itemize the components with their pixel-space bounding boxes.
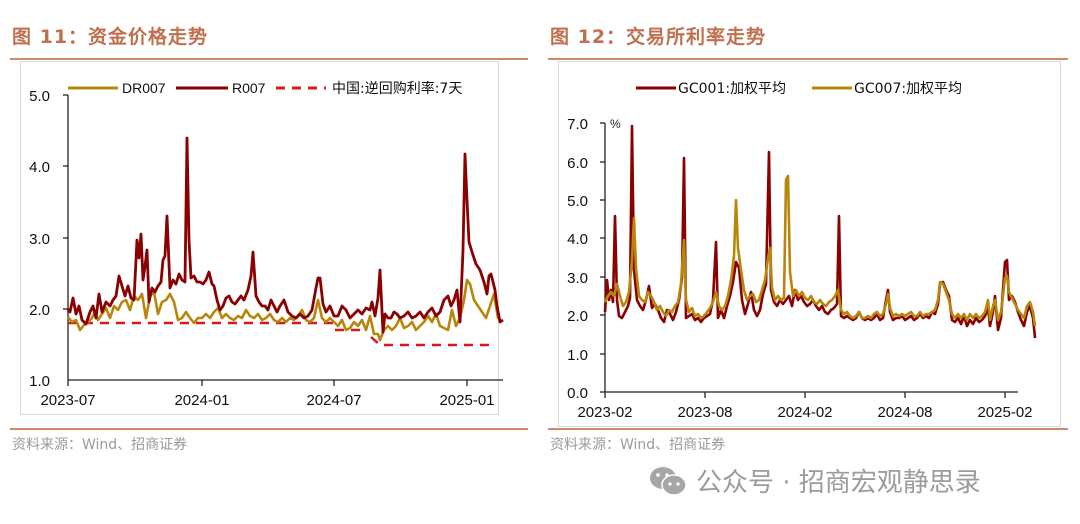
legend-r007: R007	[232, 80, 266, 96]
y-axis-unit: %	[610, 117, 621, 131]
series-gc001	[603, 124, 1037, 339]
axes-11	[63, 94, 503, 386]
series-dr007	[66, 278, 503, 342]
title-rule-12	[548, 58, 1068, 60]
svg-text:1.0: 1.0	[29, 373, 50, 390]
svg-text:2.0: 2.0	[567, 308, 588, 325]
wechat-icon	[650, 466, 687, 496]
x-tick-labels-11: 2023-07 2024-01 2024-07 2025-01	[40, 392, 494, 409]
source-note-12: 资料来源：Wind、招商证券	[550, 437, 726, 453]
svg-text:0.0: 0.0	[567, 385, 588, 402]
figure-12-title: 图 12：交易所利率走势	[550, 26, 767, 48]
series-r007	[66, 136, 504, 334]
source-rule-11	[10, 428, 528, 430]
svg-text:2024-07: 2024-07	[306, 392, 361, 409]
legend-12: GC001:加权平均 GC007:加权平均	[636, 81, 962, 97]
legend-dr007: DR007	[122, 80, 166, 96]
svg-text:2024-02: 2024-02	[777, 404, 832, 421]
x-tick-labels-12: 2023-02 2023-08 2024-02 2024-08 2025-02	[577, 404, 1032, 421]
y-tick-labels-12: 7.0 6.0 5.0 4.0 3.0 2.0 1.0 0.0	[567, 116, 588, 402]
chart-panel-11	[20, 61, 499, 415]
axes-12	[600, 122, 1018, 398]
svg-text:5.0: 5.0	[567, 193, 588, 210]
svg-text:4.0: 4.0	[567, 231, 588, 248]
legend-reverse-repo: 中国:逆回购利率:7天	[332, 80, 462, 97]
watermark-text: 公众号 · 招商宏观静思录	[696, 468, 981, 498]
svg-text:2023-02: 2023-02	[577, 404, 632, 421]
svg-text:3.0: 3.0	[567, 270, 588, 287]
svg-text:7.0: 7.0	[567, 116, 588, 133]
title-rule	[10, 58, 528, 60]
legend-gc007: GC007:加权平均	[854, 81, 962, 97]
svg-text:2024-01: 2024-01	[174, 392, 229, 409]
source-note-11: 资料来源：Wind、招商证券	[12, 437, 188, 453]
svg-text:1.0: 1.0	[567, 347, 588, 364]
y-tick-labels-11: 5.0 4.0 3.0 2.0 1.0	[29, 88, 50, 390]
svg-text:2025-01: 2025-01	[439, 392, 494, 409]
watermark: 公众号 · 招商宏观静思录	[648, 462, 981, 499]
svg-text:2023-08: 2023-08	[677, 404, 732, 421]
svg-text:2023-07: 2023-07	[40, 392, 95, 409]
figure-11-title: 图 11：资金价格走势	[12, 26, 209, 48]
series-gc007	[603, 174, 1037, 327]
series-reverse-repo	[68, 321, 495, 347]
svg-text:2024-08: 2024-08	[877, 404, 932, 421]
source-rule-12	[548, 428, 1068, 430]
svg-text:6.0: 6.0	[567, 155, 588, 172]
chart-11: DR007 R007 中国:逆回购利率:7天 5.0 4.0 3.0 2.0 1…	[29, 80, 504, 409]
svg-text:4.0: 4.0	[29, 159, 50, 176]
svg-text:2025-02: 2025-02	[977, 404, 1032, 421]
legend-11: DR007 R007 中国:逆回购利率:7天	[68, 80, 462, 97]
svg-text:5.0: 5.0	[29, 88, 50, 105]
legend-gc001: GC001:加权平均	[678, 81, 786, 97]
svg-text:3.0: 3.0	[29, 231, 50, 248]
svg-text:2.0: 2.0	[29, 302, 50, 319]
chart-12: GC001:加权平均 GC007:加权平均 % 7.0 6.0 5.0 4.0 …	[567, 81, 1037, 421]
chart-panel-12	[558, 61, 1061, 427]
